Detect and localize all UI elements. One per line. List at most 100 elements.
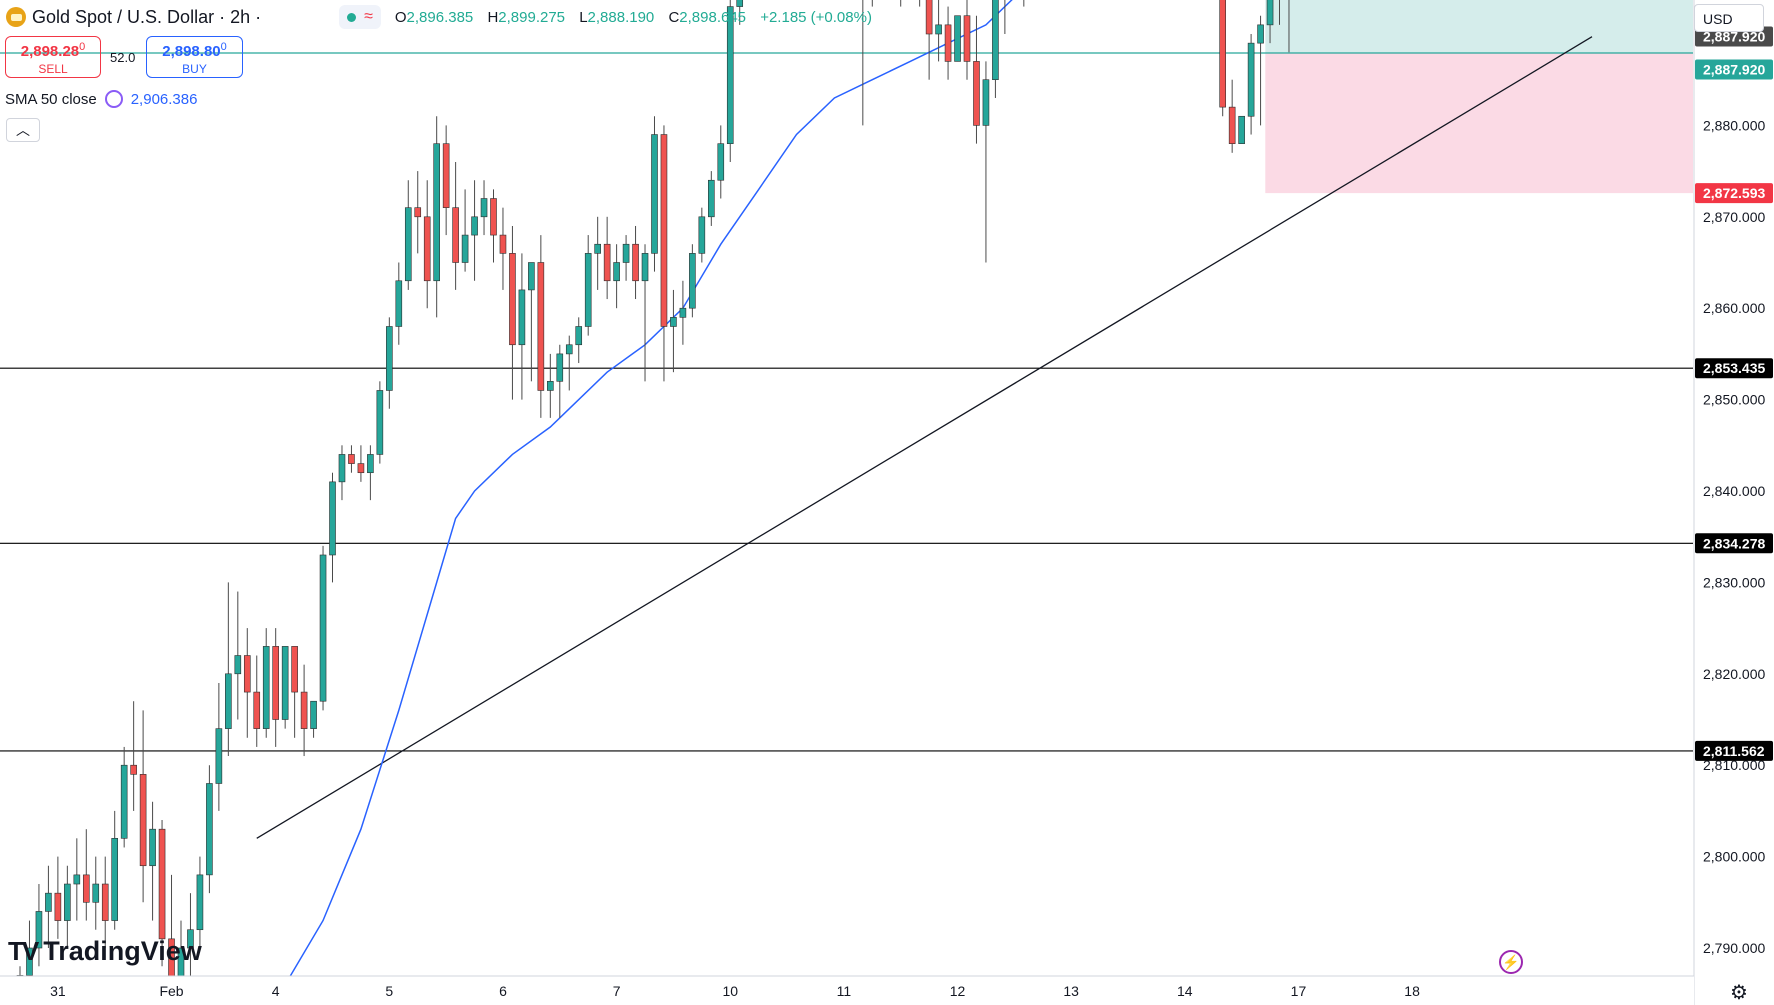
y-tick-label: 2,800.000	[1703, 849, 1765, 865]
candle	[291, 646, 298, 738]
candle	[433, 116, 440, 318]
candle	[726, 0, 734, 162]
candle-body	[215, 728, 223, 784]
candle-body	[622, 243, 630, 263]
tradingview-logo[interactable]: TV TradingView	[8, 936, 202, 967]
candle	[992, 0, 999, 98]
candle-body	[310, 700, 317, 729]
price-badge: 2,872.593	[1695, 183, 1773, 204]
collapse-legend-button[interactable]: ︿	[6, 118, 40, 142]
candle-body	[395, 280, 403, 327]
candle-body	[603, 243, 611, 282]
candle-body	[158, 828, 166, 940]
candle-body	[111, 838, 118, 921]
candle-body	[575, 326, 583, 346]
y-tick-label: 2,790.000	[1703, 940, 1765, 956]
flash-icon[interactable]: ⚡	[1499, 950, 1523, 974]
price-badge-label: 2,834.278	[1703, 535, 1765, 551]
candle-body	[717, 143, 725, 181]
candle	[461, 189, 469, 272]
buy-price: 2,898.80	[162, 43, 221, 60]
candle-body	[272, 646, 279, 720]
candle-body	[954, 15, 961, 62]
candle	[1266, 0, 1274, 44]
candle	[594, 216, 601, 290]
candle-body	[54, 892, 62, 921]
candle-body	[1257, 24, 1264, 44]
candle-body	[679, 307, 687, 318]
candle	[253, 655, 261, 747]
market-status[interactable]: ≈	[339, 5, 381, 29]
x-tick-label: Feb	[159, 983, 183, 999]
candle-body	[641, 253, 649, 282]
candle	[490, 189, 497, 263]
candle	[736, 0, 744, 25]
candle-body	[935, 24, 942, 35]
price-axis	[1694, 0, 1774, 1005]
candle	[310, 700, 317, 738]
candle	[862, 0, 864, 126]
symbol-title[interactable]: Gold Spot / U.S. Dollar · 2h ·	[32, 6, 262, 27]
candle	[900, 0, 902, 7]
candle	[518, 253, 526, 400]
candle	[499, 207, 507, 290]
candle-body	[1228, 106, 1236, 144]
candle-body	[64, 883, 71, 921]
candle	[679, 280, 687, 345]
x-tick-label: 17	[1291, 983, 1307, 999]
candle-body	[26, 947, 33, 976]
candle	[584, 235, 592, 336]
ohlc-low: 2,888.190	[587, 8, 655, 26]
candle	[357, 445, 365, 482]
ohlc-open: 2,896.385	[406, 8, 474, 26]
x-tick-label: 10	[722, 983, 738, 999]
candle	[348, 445, 355, 473]
settings-icon[interactable]: ⚙	[1730, 982, 1748, 1004]
indicator-legend[interactable]: SMA 50 close 2,906.386	[5, 90, 197, 108]
candle-body	[1247, 42, 1255, 117]
x-tick-label: 13	[1063, 983, 1079, 999]
candle-body	[291, 646, 298, 693]
candle-body	[547, 381, 554, 391]
candle-body	[120, 764, 128, 839]
candle-body	[490, 198, 497, 236]
candle-body	[243, 655, 251, 693]
candle	[944, 6, 952, 80]
sell-label: SELL	[38, 62, 68, 76]
candle	[471, 180, 478, 281]
candle	[215, 682, 223, 811]
candle	[698, 207, 706, 263]
candle-body	[386, 326, 393, 391]
price-badge: 2,834.278	[1695, 533, 1773, 554]
candle	[919, 0, 921, 7]
y-tick-label: 2,840.000	[1703, 483, 1765, 499]
sell-button[interactable]: 2,898.280 SELL	[5, 36, 101, 78]
candles-layer	[16, 0, 1290, 1005]
candle-body	[736, 0, 744, 7]
ohlc-change: +2.185 (+0.08%)	[760, 8, 872, 26]
candle-body	[452, 207, 459, 263]
candle	[613, 244, 620, 309]
candle	[130, 701, 137, 811]
buy-button[interactable]: 2,898.800 BUY	[146, 36, 243, 78]
currency-selector[interactable]: USD	[1694, 4, 1764, 32]
candle-body	[499, 234, 507, 254]
candle-body	[518, 289, 526, 346]
candle-body	[1266, 0, 1274, 26]
candle-body	[963, 15, 971, 62]
candle	[386, 317, 393, 409]
candle	[1247, 34, 1255, 135]
candle	[575, 317, 583, 364]
candle	[651, 116, 658, 272]
candle	[565, 335, 573, 391]
trendline-layer	[256, 36, 1593, 839]
y-tick-label: 2,820.000	[1703, 666, 1765, 682]
trendline	[256, 36, 1593, 839]
price-badge-bg	[1695, 59, 1773, 80]
candle	[603, 216, 611, 300]
candle-body	[594, 243, 601, 254]
y-tick-label: 2,860.000	[1703, 300, 1765, 316]
candle-body	[944, 24, 952, 62]
candle-body	[329, 481, 336, 556]
candle	[111, 810, 118, 930]
